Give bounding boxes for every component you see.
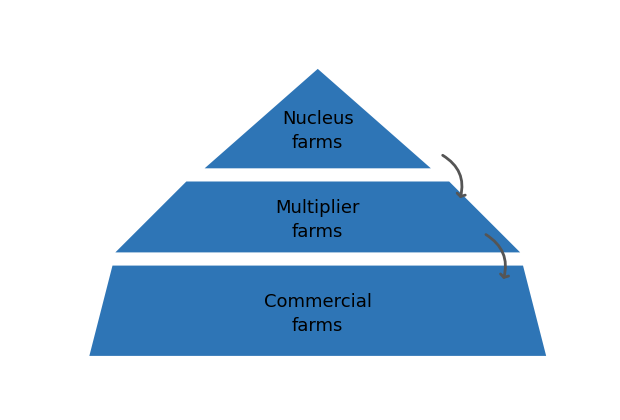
Text: Nucleus
farms: Nucleus farms [282,110,353,152]
Polygon shape [87,264,548,357]
Polygon shape [111,180,525,254]
Text: Multiplier
farms: Multiplier farms [275,200,360,241]
Polygon shape [200,66,435,170]
Text: Commercial
farms: Commercial farms [264,293,372,335]
